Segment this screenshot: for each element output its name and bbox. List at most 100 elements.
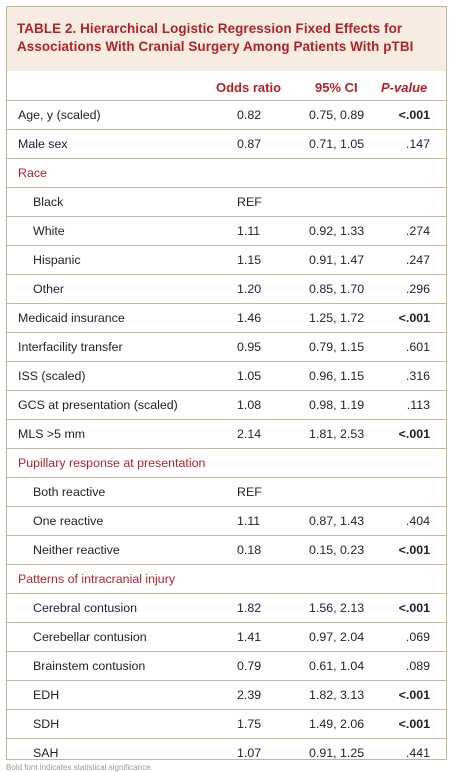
row-label: Neither reactive	[33, 543, 120, 557]
table-row: One reactive 1.11 0.87, 1.43 .404	[7, 507, 446, 536]
table-row: Interfacility transfer 0.95 0.79, 1.15 .601	[7, 333, 446, 362]
odds-ratio-cell: 1.15	[237, 253, 262, 267]
table-row: Both reactive REF	[7, 478, 446, 507]
row-label: Brainstem contusion	[33, 659, 146, 673]
table-row: SDH 1.75 1.49, 2.06 <.001	[7, 710, 446, 739]
row-label: One reactive	[33, 514, 104, 528]
table-row: Brainstem contusion 0.79 0.61, 1.04 .089	[7, 652, 446, 681]
ci-cell: 0.96, 1.15	[309, 369, 365, 383]
ci-cell: 1.49, 2.06	[309, 717, 365, 731]
section-header-row: Pupillary response at presentation	[7, 449, 446, 478]
odds-ratio-cell: 1.11	[237, 224, 261, 238]
odds-ratio-cell: 0.79	[237, 659, 262, 673]
table-title-text: Hierarchical Logistic Regression Fixed E…	[17, 21, 414, 54]
ci-cell: 1.82, 3.13	[309, 688, 365, 702]
row-label: Hispanic	[33, 253, 81, 267]
odds-ratio-cell: 1.46	[237, 311, 262, 325]
row-label: Cerebral contusion	[33, 601, 138, 615]
ci-cell: 1.56, 2.13	[309, 601, 365, 615]
row-label: ISS (scaled)	[18, 369, 86, 383]
header-ci: 95% CI	[315, 80, 358, 95]
row-label: Medicaid insurance	[18, 311, 125, 325]
table-frame: TABLE 2. Hierarchical Logistic Regressio…	[6, 6, 447, 760]
p-value-cell: .441	[405, 746, 430, 760]
table-row: Cerebral contusion 1.82 1.56, 2.13 <.001	[7, 594, 446, 623]
row-label: GCS at presentation (scaled)	[18, 398, 178, 412]
table-row: ISS (scaled) 1.05 0.96, 1.15 .316	[7, 362, 446, 391]
p-value-cell: <.001	[398, 601, 430, 615]
ci-cell: 0.87, 1.43	[309, 514, 365, 528]
table-row: Cerebellar contusion 1.41 0.97, 2.04 .069	[7, 623, 446, 652]
odds-ratio-cell: 0.95	[237, 340, 262, 354]
table-row: EDH 2.39 1.82, 3.13 <.001	[7, 681, 446, 710]
odds-ratio-cell: REF	[237, 195, 262, 209]
table-row: Neither reactive 0.18 0.15, 0.23 <.001	[7, 536, 446, 565]
ci-cell: 0.91, 1.25	[309, 746, 365, 760]
section-header-row: Patterns of intracranial injury	[7, 565, 446, 594]
odds-ratio-cell: 2.39	[237, 688, 262, 702]
table-row: Other 1.20 0.85, 1.70 .296	[7, 275, 446, 304]
row-label: Race	[18, 166, 47, 180]
row-label: Other	[33, 282, 64, 296]
table-label: TABLE 2.	[17, 21, 77, 36]
p-value-cell: <.001	[398, 311, 430, 325]
p-value-cell: .147	[405, 137, 430, 151]
p-value-cell: <.001	[398, 427, 430, 441]
ci-cell: 0.71, 1.05	[309, 137, 365, 151]
odds-ratio-cell: REF	[237, 485, 262, 499]
p-value-cell: <.001	[398, 717, 430, 731]
p-value-cell: <.001	[398, 543, 430, 557]
table-row: Medicaid insurance 1.46 1.25, 1.72 <.001	[7, 304, 446, 333]
table-body: Age, y (scaled) 0.82 0.75, 0.89 <.001 Male s…	[7, 101, 446, 768]
ci-cell: 0.85, 1.70	[309, 282, 365, 296]
odds-ratio-cell: 1.41	[237, 630, 262, 644]
p-value-cell: .089	[405, 659, 430, 673]
p-value-cell: <.001	[398, 108, 430, 122]
row-label: SDH	[33, 717, 60, 731]
odds-ratio-cell: 0.87	[237, 137, 262, 151]
table-row: Age, y (scaled) 0.82 0.75, 0.89 <.001	[7, 101, 446, 130]
row-label: Cerebellar contusion	[33, 630, 147, 644]
ci-cell: 0.75, 0.89	[309, 108, 365, 122]
ci-cell: 1.25, 1.72	[309, 311, 365, 325]
table-row: MLS >5 mm 2.14 1.81, 2.53 <.001	[7, 420, 446, 449]
table-row: Black REF	[7, 188, 446, 217]
row-label: Male sex	[18, 137, 68, 151]
row-label: Both reactive	[33, 485, 106, 499]
ci-cell: 1.81, 2.53	[309, 427, 365, 441]
table-row: SAH 1.07 0.91, 1.25 .441	[7, 739, 446, 768]
row-label: SAH	[33, 746, 59, 760]
row-label: White	[33, 224, 65, 238]
header-p-value: P-value	[381, 80, 427, 95]
odds-ratio-cell: 1.07	[237, 746, 262, 760]
row-label: Black	[33, 195, 64, 209]
row-label: Age, y (scaled)	[18, 108, 101, 122]
odds-ratio-cell: 1.75	[237, 717, 262, 731]
odds-ratio-cell: 1.11	[237, 514, 261, 528]
row-label: EDH	[33, 688, 60, 702]
p-value-cell: .296	[405, 282, 430, 296]
odds-ratio-cell: 1.82	[237, 601, 262, 615]
p-value-cell: .316	[405, 369, 430, 383]
odds-ratio-cell: 1.08	[237, 398, 262, 412]
header-odds-ratio: Odds ratio	[216, 80, 282, 95]
p-value-cell: .601	[405, 340, 430, 354]
table-footnote: Bold font indicates statistical signific…	[6, 763, 153, 772]
table-row: Hispanic 1.15 0.91, 1.47 .247	[7, 246, 446, 275]
p-value-cell: .274	[405, 224, 430, 238]
table-title: TABLE 2. Hierarchical Logistic Regressio…	[7, 7, 446, 71]
table-row: GCS at presentation (scaled) 1.08 0.98, 1.…	[7, 391, 446, 420]
odds-ratio-cell: 1.20	[237, 282, 262, 296]
table-header-row: Odds ratio 95% CI P-value	[7, 71, 446, 101]
row-label: Patterns of intracranial injury	[18, 572, 176, 586]
ci-cell: 0.15, 0.23	[309, 543, 365, 557]
ci-cell: 0.97, 2.04	[309, 630, 365, 644]
ci-cell: 0.98, 1.19	[309, 398, 365, 412]
table-row: White 1.11 0.92, 1.33 .274	[7, 217, 446, 246]
section-header-row: Race	[7, 159, 446, 188]
p-value-cell: <.001	[398, 688, 430, 702]
p-value-cell: .113	[406, 398, 430, 412]
ci-cell: 0.61, 1.04	[309, 659, 365, 673]
ci-cell: 0.79, 1.15	[309, 340, 365, 354]
odds-ratio-cell: 0.82	[237, 108, 262, 122]
